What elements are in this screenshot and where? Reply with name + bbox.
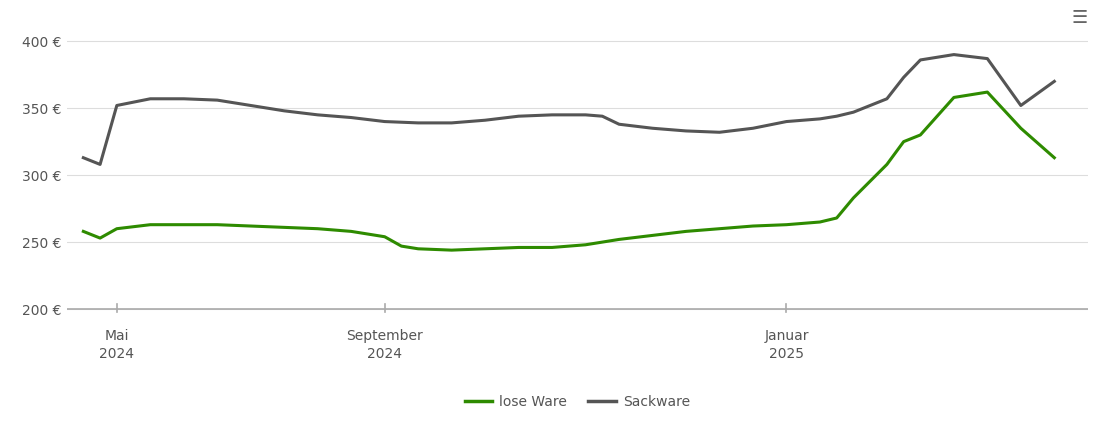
Text: 2025: 2025	[769, 346, 804, 360]
Text: 2024: 2024	[367, 346, 402, 360]
Text: September: September	[346, 328, 423, 343]
Legend: lose Ware, Sackware: lose Ware, Sackware	[460, 390, 695, 415]
Text: ☰: ☰	[1071, 9, 1088, 27]
Text: Januar: Januar	[764, 328, 809, 343]
Text: Mai: Mai	[104, 328, 129, 343]
Text: 2024: 2024	[99, 346, 134, 360]
